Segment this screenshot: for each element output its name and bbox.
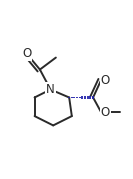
Text: O: O bbox=[101, 74, 110, 87]
Text: O: O bbox=[22, 47, 31, 60]
Text: O: O bbox=[101, 106, 110, 119]
Text: N: N bbox=[46, 83, 55, 96]
